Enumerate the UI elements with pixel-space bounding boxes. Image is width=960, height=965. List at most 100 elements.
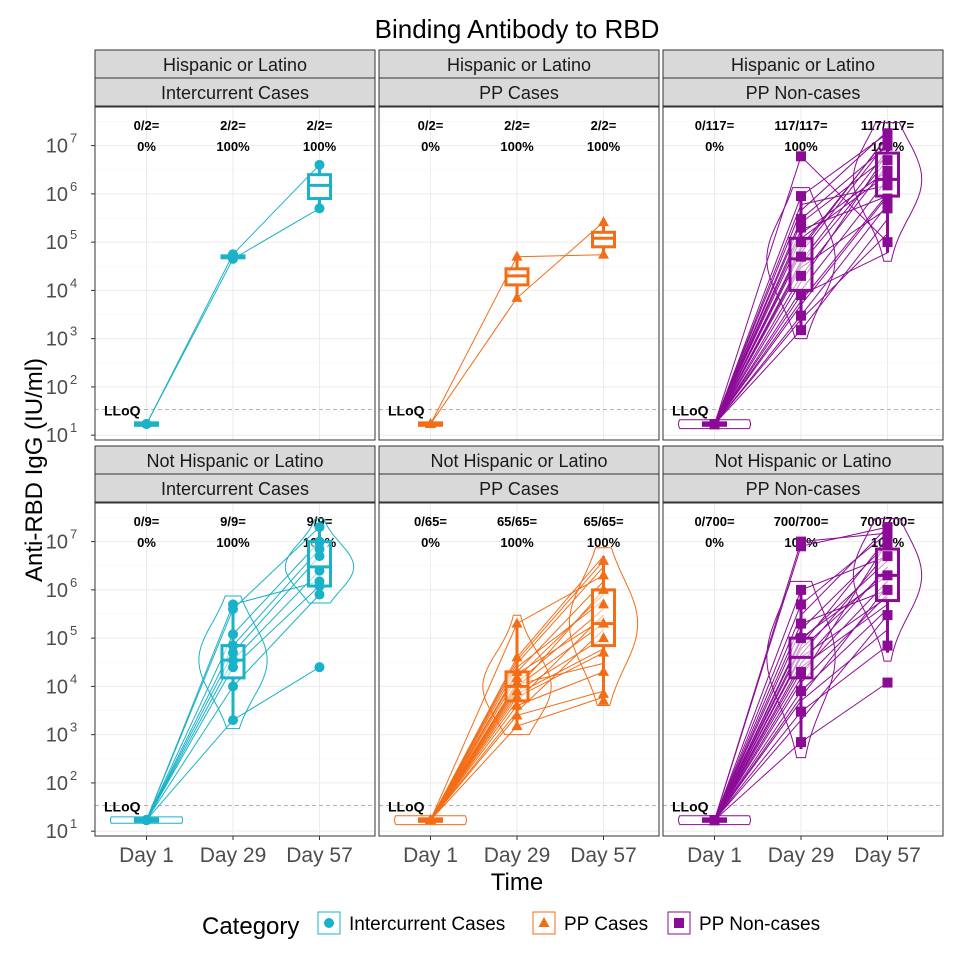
response-count: 0/700=	[694, 514, 735, 529]
data-point	[142, 815, 152, 825]
legend-item: PP Cases	[533, 912, 648, 935]
data-point	[315, 160, 325, 170]
x-tick-label: Day 29	[768, 844, 835, 867]
x-tick-label: Day 57	[286, 844, 353, 867]
y-tick-exponent: 4	[70, 671, 77, 686]
x-tick-label: Day 1	[687, 844, 742, 867]
data-point	[883, 539, 893, 549]
y-axis-label: Anti-RBD IgG (IU/ml)	[21, 358, 48, 582]
data-point	[796, 707, 806, 717]
strip-row-label: Hispanic or Latino	[731, 55, 875, 75]
strip-row-label: Hispanic or Latino	[163, 55, 307, 75]
strip-col-label: Intercurrent Cases	[161, 479, 309, 499]
y-tick-label: 10	[46, 773, 68, 795]
data-point	[796, 223, 806, 233]
data-point	[142, 419, 152, 429]
response-pct: 100%	[587, 139, 621, 154]
data-point	[315, 662, 325, 672]
legend-item: Intercurrent Cases	[318, 912, 505, 935]
y-tick-label: 10	[46, 280, 68, 302]
y-tick-exponent: 3	[70, 324, 77, 339]
y-tick-exponent: 4	[70, 275, 77, 290]
data-point	[796, 311, 806, 321]
data-point	[796, 151, 806, 161]
y-tick-label: 10	[46, 628, 68, 650]
y-tick-label: 10	[46, 821, 68, 843]
data-point	[883, 141, 893, 151]
data-point	[883, 585, 893, 595]
response-pct: 0%	[705, 139, 724, 154]
legend-items: Intercurrent Cases PP Cases PP Non-cases	[318, 912, 820, 935]
legend-title: Category	[202, 913, 299, 940]
data-point	[796, 686, 806, 696]
data-point	[796, 619, 806, 629]
lloq-label: LLoQ	[672, 403, 709, 419]
data-point	[883, 194, 893, 204]
data-point	[228, 641, 238, 651]
response-count: 700/700=	[774, 514, 829, 529]
strip-row-label: Hispanic or Latino	[447, 55, 591, 75]
data-point	[315, 203, 325, 213]
data-point	[883, 237, 893, 247]
lloq-label: LLoQ	[104, 403, 141, 419]
response-pct: 100%	[216, 535, 250, 550]
data-point	[796, 737, 806, 747]
legend: Category Intercurrent Cases PP Cases PP No…	[202, 912, 820, 940]
panels-layer: Hispanic or Latino Intercurrent Cases LLoQ…	[46, 50, 943, 867]
response-count: 0/117=	[695, 118, 735, 133]
strip-col-label: PP Cases	[479, 479, 559, 499]
y-tick-exponent: 5	[70, 227, 77, 242]
data-point	[315, 537, 325, 547]
response-count: 117/117=	[774, 118, 828, 133]
x-tick-label: Day 1	[119, 844, 174, 867]
lloq-label: LLoQ	[672, 799, 709, 815]
y-tick-label: 10	[46, 377, 68, 399]
strip-row-label: Not Hispanic or Latino	[430, 451, 607, 471]
response-count: 0/2=	[418, 118, 444, 133]
data-point	[228, 629, 238, 639]
legend-item: PP Non-cases	[668, 912, 820, 935]
x-tick-label: Day 29	[200, 844, 267, 867]
y-tick-label: 10	[46, 725, 68, 747]
panel: Not Hispanic or LatinoIntercurrent Cases…	[46, 446, 375, 867]
response-count: 2/2=	[220, 118, 246, 133]
legend-label: PP Cases	[564, 914, 648, 935]
strip-col-label: PP Non-cases	[746, 479, 861, 499]
y-tick-label: 10	[46, 580, 68, 602]
data-point	[796, 271, 806, 281]
panel: Not Hispanic or LatinoPP CasesLLoQ0/65=0…	[379, 446, 659, 867]
response-pct: 100%	[216, 139, 250, 154]
x-axis-label: Time	[491, 869, 543, 896]
panel: Hispanic or Latino Intercurrent Cases LLoQ…	[46, 50, 375, 447]
response-pct: 0%	[137, 139, 156, 154]
data-point	[796, 667, 806, 677]
y-tick-label: 10	[46, 676, 68, 698]
x-tick-label: Day 29	[484, 844, 551, 867]
data-point	[710, 419, 720, 429]
panel: Hispanic or LatinoPP CasesLLoQ0/2=0%2/2=…	[379, 50, 659, 440]
y-tick-label: 10	[46, 532, 68, 554]
data-point	[883, 641, 893, 651]
data-point	[883, 678, 893, 688]
response-count: 2/2=	[307, 118, 333, 133]
y-tick-exponent: 3	[70, 720, 77, 735]
y-tick-exponent: 6	[70, 179, 77, 194]
response-count: 2/2=	[504, 118, 530, 133]
data-point	[796, 541, 806, 551]
response-count: 65/65=	[583, 514, 624, 529]
data-point	[883, 155, 893, 165]
y-tick-exponent: 5	[70, 623, 77, 638]
data-point	[883, 203, 893, 213]
y-tick-label: 10	[46, 425, 68, 447]
response-pct: 0%	[137, 535, 156, 550]
data-point	[796, 237, 806, 247]
y-tick-exponent: 2	[70, 372, 77, 387]
data-point	[228, 715, 238, 725]
response-pct: 100%	[303, 139, 337, 154]
y-tick-label: 10	[46, 232, 68, 254]
legend-label: PP Non-cases	[699, 914, 820, 935]
y-tick-label: 10	[46, 136, 68, 158]
response-count: 65/65=	[497, 514, 538, 529]
